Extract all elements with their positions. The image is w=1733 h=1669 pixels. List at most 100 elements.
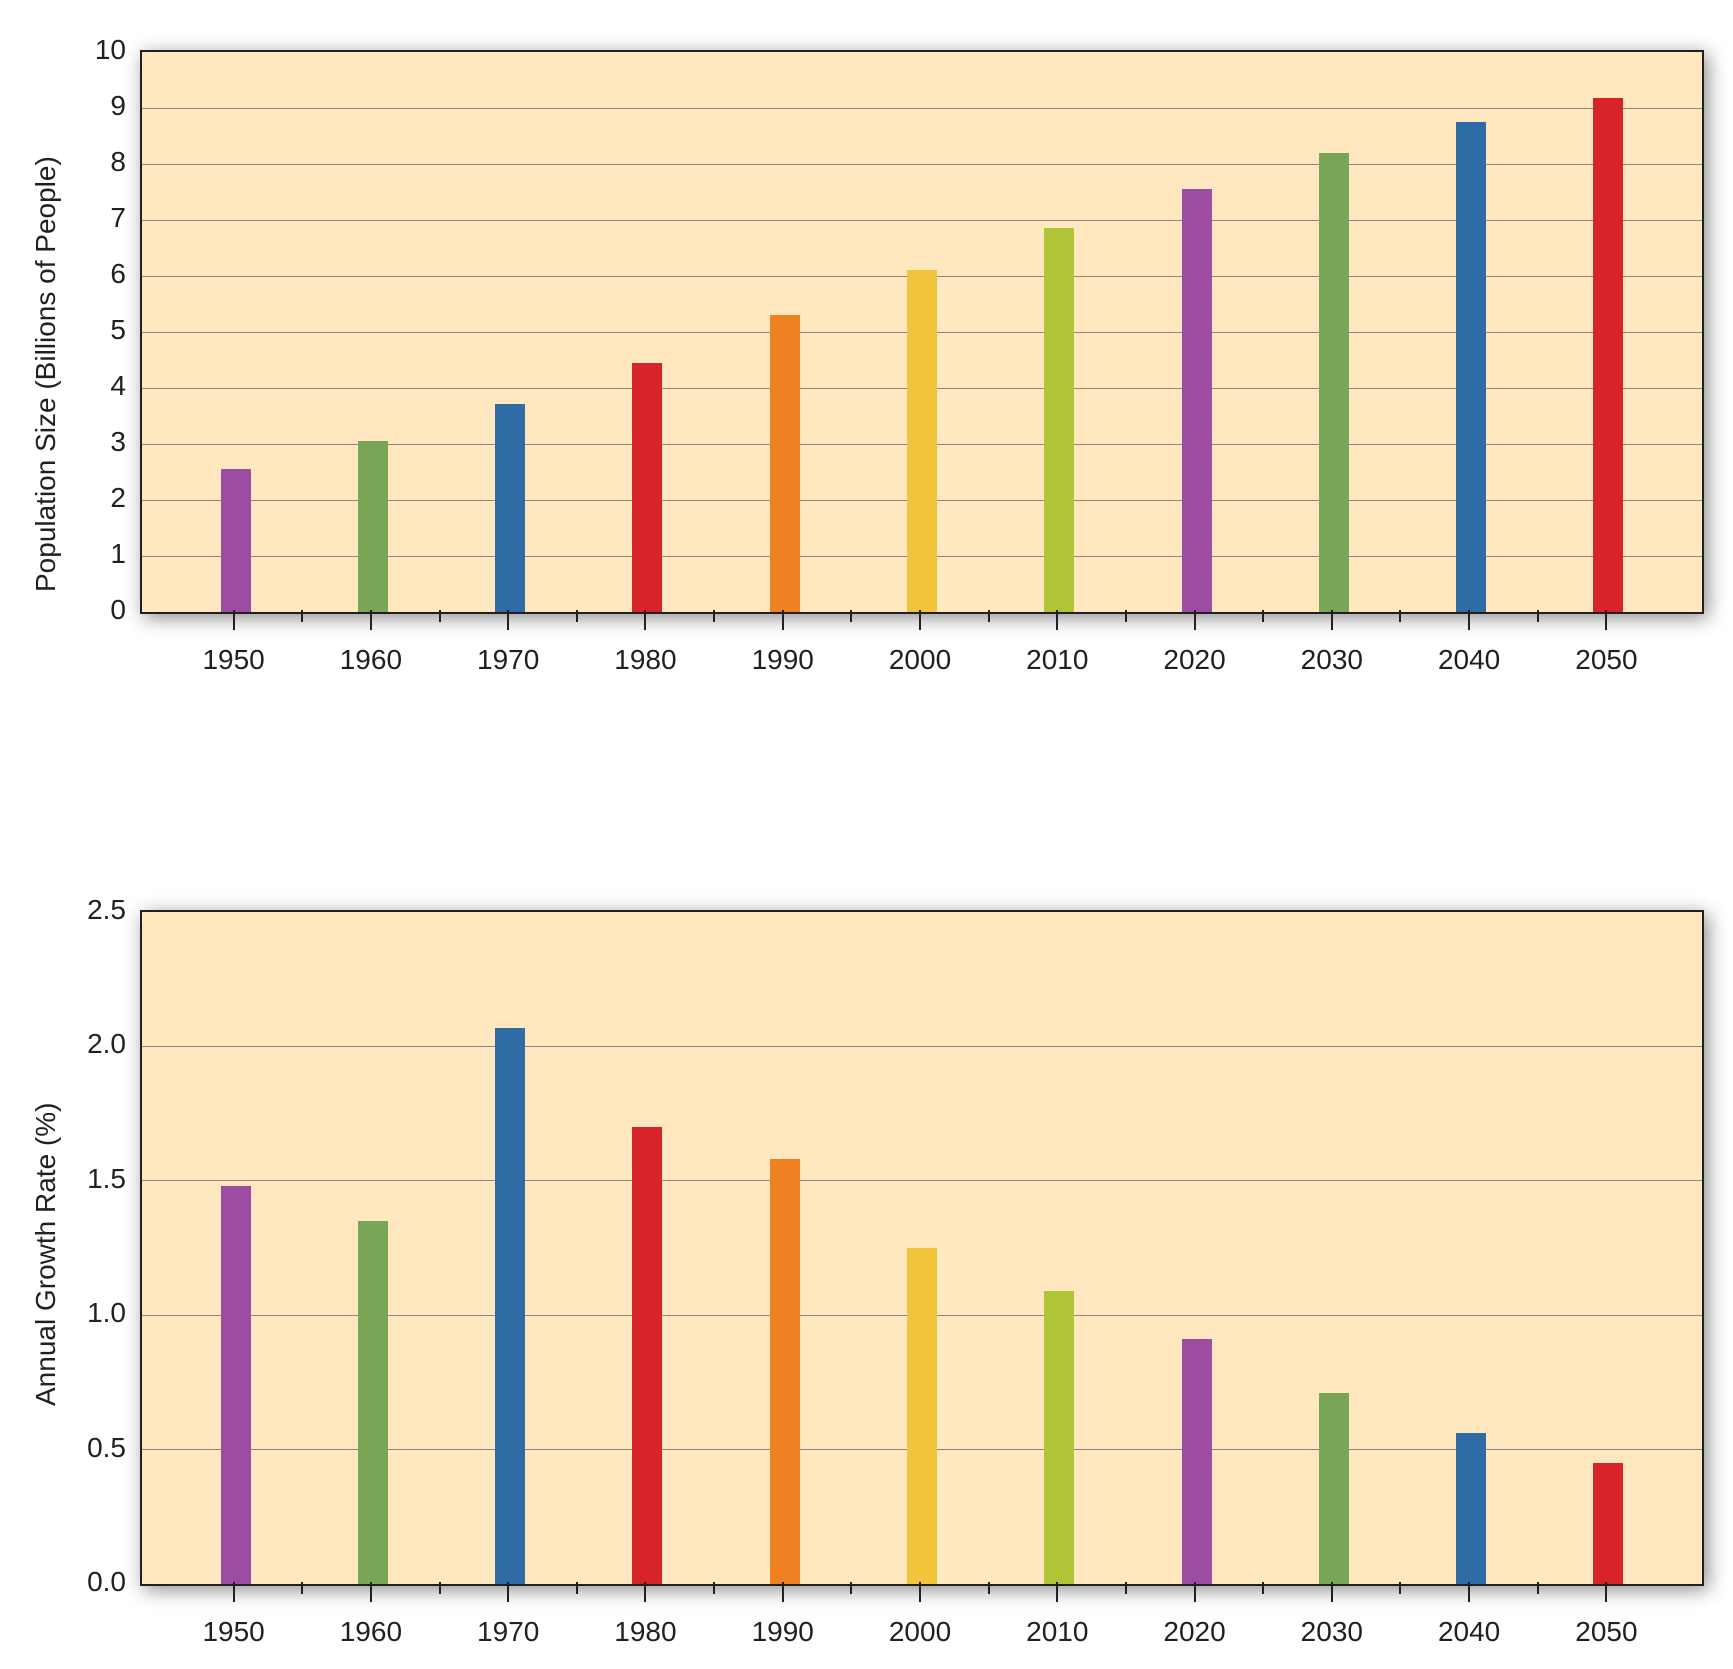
x-tick-minor [988,610,990,622]
x-tick-label: 2040 [1438,644,1500,676]
x-tick-minor [439,1582,441,1594]
x-tick-minor [850,610,852,622]
bar [495,1028,525,1584]
bar [1044,228,1074,612]
bar [632,363,662,612]
bar [358,1221,388,1584]
y-tick-label: 2.0 [66,1028,126,1060]
y-tick-label: 1 [66,538,126,570]
y-tick-label: 1.0 [66,1297,126,1329]
y-tick-label: 0.5 [66,1432,126,1464]
bar [358,441,388,612]
chart-stage: 012345678910Population Size (Billions of… [0,0,1733,1669]
bar [221,469,251,612]
x-tick-major [644,610,646,630]
x-tick-minor [713,610,715,622]
x-tick-label: 1990 [752,1616,814,1648]
x-tick-minor [1262,1582,1264,1594]
y-tick-label: 0 [66,594,126,626]
x-tick-label: 1960 [340,644,402,676]
x-tick-major [1056,610,1058,630]
x-tick-label: 2040 [1438,1616,1500,1648]
x-tick-major [1605,610,1607,630]
x-tick-major [1056,1582,1058,1602]
x-tick-label: 1950 [202,1616,264,1648]
x-tick-minor [301,610,303,622]
x-tick-major [1331,610,1333,630]
x-tick-label: 2010 [1026,1616,1088,1648]
x-tick-minor [1399,1582,1401,1594]
y-tick-label: 9 [66,90,126,122]
bar [1319,153,1349,612]
x-tick-label: 2050 [1575,644,1637,676]
y-tick-label: 7 [66,202,126,234]
bar [1319,1393,1349,1584]
grid-line [142,1046,1702,1047]
x-tick-major [370,610,372,630]
x-tick-label: 1960 [340,1616,402,1648]
bar [1182,1339,1212,1584]
x-tick-minor [1537,610,1539,622]
x-tick-label: 2020 [1163,644,1225,676]
x-tick-label: 1980 [614,1616,676,1648]
x-tick-major [782,1582,784,1602]
x-tick-minor [988,1582,990,1594]
x-tick-major [370,1582,372,1602]
x-tick-major [1331,1582,1333,1602]
x-tick-label: 2050 [1575,1616,1637,1648]
y-tick-label: 6 [66,258,126,290]
plot-area [140,910,1704,1586]
bar [1593,98,1623,612]
bar [1182,189,1212,612]
x-tick-label: 1980 [614,644,676,676]
x-tick-label: 1990 [752,644,814,676]
x-tick-major [919,610,921,630]
x-tick-label: 2030 [1301,1616,1363,1648]
x-tick-minor [713,1582,715,1594]
x-tick-minor [576,1582,578,1594]
y-tick-label: 8 [66,146,126,178]
x-tick-label: 2000 [889,1616,951,1648]
y-tick-label: 4 [66,370,126,402]
x-tick-major [507,610,509,630]
grid-line [142,108,1702,109]
x-tick-minor [576,610,578,622]
bar [495,404,525,612]
y-axis-label: Annual Growth Rate (%) [30,1103,62,1406]
x-tick-major [1468,1582,1470,1602]
x-tick-major [507,1582,509,1602]
x-tick-minor [1262,610,1264,622]
x-tick-label: 2030 [1301,644,1363,676]
x-tick-major [1194,610,1196,630]
bar [221,1186,251,1584]
y-tick-label: 2.5 [66,894,126,926]
y-axis-label: Population Size (Billions of People) [30,156,62,592]
x-tick-label: 1950 [202,644,264,676]
x-tick-label: 1970 [477,644,539,676]
x-tick-major [1194,1582,1196,1602]
x-tick-major [782,610,784,630]
bar [770,1159,800,1584]
y-tick-label: 1.5 [66,1163,126,1195]
x-tick-minor [1125,610,1127,622]
x-tick-label: 2000 [889,644,951,676]
plot-area [140,50,1704,614]
x-tick-label: 2020 [1163,1616,1225,1648]
x-tick-minor [1537,1582,1539,1594]
bar [1593,1463,1623,1584]
bar [1456,122,1486,612]
x-tick-minor [1399,610,1401,622]
bar [907,270,937,612]
x-tick-major [233,610,235,630]
x-tick-minor [301,1582,303,1594]
bar [1044,1291,1074,1584]
x-tick-major [919,1582,921,1602]
bar [632,1127,662,1584]
bar [1456,1433,1486,1584]
x-tick-minor [850,1582,852,1594]
x-tick-minor [1125,1582,1127,1594]
x-tick-label: 2010 [1026,644,1088,676]
x-tick-major [1605,1582,1607,1602]
bar [770,315,800,612]
x-tick-label: 1970 [477,1616,539,1648]
